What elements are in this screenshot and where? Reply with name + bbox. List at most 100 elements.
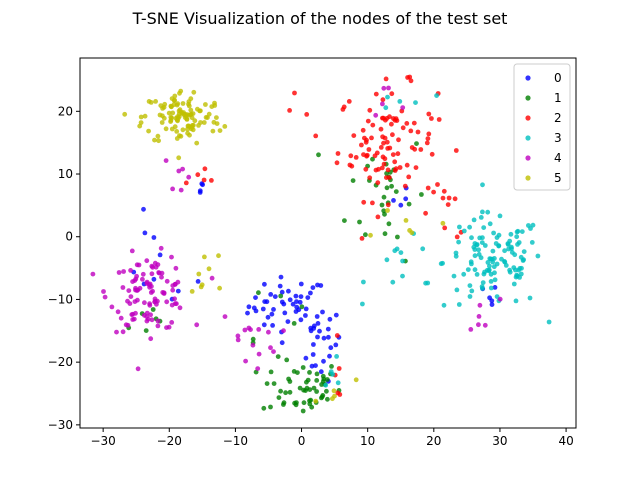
point-series-1 bbox=[275, 354, 281, 359]
point-series-2 bbox=[334, 333, 340, 338]
point-series-4 bbox=[134, 288, 140, 293]
point-series-2 bbox=[397, 165, 403, 170]
point-series-2 bbox=[363, 166, 369, 172]
point-series-4 bbox=[386, 85, 391, 91]
point-series-0 bbox=[195, 279, 201, 284]
point-series-3 bbox=[535, 253, 541, 259]
point-series-4 bbox=[130, 279, 136, 284]
point-series-0 bbox=[141, 206, 146, 212]
point-series-0 bbox=[245, 310, 250, 316]
point-series-2 bbox=[385, 167, 391, 173]
point-series-4 bbox=[90, 271, 96, 277]
point-series-2 bbox=[367, 175, 373, 181]
point-series-0 bbox=[268, 292, 274, 297]
point-series-4 bbox=[373, 112, 379, 118]
point-series-3 bbox=[519, 265, 524, 271]
point-series-5 bbox=[180, 127, 186, 133]
point-series-4 bbox=[235, 337, 241, 343]
point-series-2 bbox=[378, 145, 384, 150]
legend-marker-1 bbox=[525, 95, 531, 101]
y-tick-label: −30 bbox=[48, 418, 73, 432]
point-series-3 bbox=[397, 99, 403, 104]
point-series-0 bbox=[287, 297, 293, 303]
point-series-5 bbox=[172, 124, 178, 130]
points-layer bbox=[90, 74, 552, 414]
point-series-1 bbox=[314, 389, 319, 394]
point-series-3 bbox=[398, 250, 404, 256]
legend-marker-5 bbox=[525, 175, 531, 181]
point-series-2 bbox=[370, 200, 375, 206]
point-series-2 bbox=[380, 97, 386, 103]
point-series-5 bbox=[313, 398, 319, 404]
point-series-0 bbox=[333, 312, 339, 318]
point-series-4 bbox=[194, 322, 200, 328]
point-series-5 bbox=[186, 103, 192, 109]
point-series-2 bbox=[409, 145, 415, 150]
point-series-4 bbox=[209, 275, 215, 281]
point-series-5 bbox=[180, 101, 186, 106]
point-series-0 bbox=[296, 307, 302, 313]
point-series-1 bbox=[143, 328, 149, 333]
point-series-0 bbox=[318, 369, 324, 375]
point-series-5 bbox=[202, 254, 207, 260]
point-series-1 bbox=[316, 152, 321, 158]
point-series-3 bbox=[384, 257, 390, 263]
point-series-0 bbox=[157, 252, 163, 258]
point-series-5 bbox=[142, 113, 148, 119]
point-series-2 bbox=[364, 152, 370, 158]
point-series-5 bbox=[175, 101, 181, 107]
point-series-0 bbox=[303, 313, 308, 318]
point-series-4 bbox=[164, 278, 170, 284]
point-series-5 bbox=[181, 110, 186, 115]
point-series-3 bbox=[434, 93, 439, 98]
point-series-3 bbox=[467, 294, 473, 299]
point-series-0 bbox=[317, 328, 322, 334]
point-series-1 bbox=[389, 183, 394, 189]
point-series-3 bbox=[472, 241, 478, 246]
point-series-2 bbox=[374, 150, 380, 156]
point-series-2 bbox=[335, 151, 341, 156]
point-series-4 bbox=[172, 296, 178, 302]
point-series-4 bbox=[130, 311, 136, 317]
point-series-1 bbox=[386, 221, 392, 227]
point-series-1 bbox=[268, 404, 273, 410]
point-series-4 bbox=[114, 329, 119, 335]
y-tick-label: 10 bbox=[58, 167, 73, 181]
point-series-2 bbox=[336, 366, 342, 371]
point-series-0 bbox=[308, 290, 313, 296]
point-series-3 bbox=[521, 249, 527, 255]
point-series-5 bbox=[212, 100, 217, 106]
point-series-4 bbox=[256, 351, 262, 357]
point-series-0 bbox=[327, 316, 333, 322]
point-series-5 bbox=[188, 96, 194, 102]
point-series-2 bbox=[346, 99, 352, 104]
point-series-2 bbox=[453, 148, 459, 153]
point-series-4 bbox=[128, 268, 134, 273]
point-series-0 bbox=[315, 334, 320, 340]
point-series-1 bbox=[395, 234, 400, 240]
point-series-3 bbox=[441, 302, 447, 308]
point-series-3 bbox=[527, 295, 533, 301]
point-series-5 bbox=[184, 116, 190, 122]
point-series-2 bbox=[367, 107, 373, 113]
point-series-5 bbox=[159, 120, 165, 125]
point-series-5 bbox=[203, 102, 208, 107]
point-series-1 bbox=[308, 397, 314, 403]
point-series-3 bbox=[456, 302, 462, 307]
x-tick-label: 10 bbox=[360, 434, 375, 448]
point-series-4 bbox=[476, 322, 481, 328]
point-series-4 bbox=[116, 270, 122, 275]
point-series-2 bbox=[373, 91, 379, 97]
point-series-4 bbox=[170, 186, 176, 192]
point-series-4 bbox=[125, 298, 130, 304]
point-series-4 bbox=[155, 323, 161, 329]
point-series-3 bbox=[490, 248, 496, 254]
point-series-3 bbox=[488, 279, 494, 284]
point-series-3 bbox=[469, 235, 474, 241]
point-series-3 bbox=[528, 226, 533, 231]
point-series-0 bbox=[290, 301, 296, 307]
point-series-4 bbox=[170, 283, 176, 288]
point-series-3 bbox=[476, 247, 481, 253]
point-series-5 bbox=[175, 114, 180, 120]
point-series-0 bbox=[199, 181, 205, 187]
